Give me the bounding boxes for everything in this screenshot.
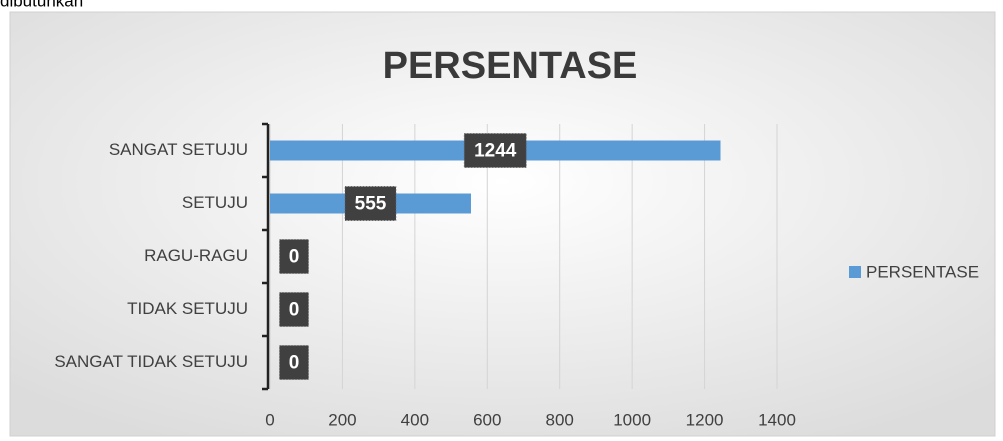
data-label: 0 (289, 353, 300, 374)
y-tick-label: SETUJU (182, 193, 248, 212)
page-text: dibutuhkan (0, 0, 83, 10)
x-tick-label: 400 (401, 410, 429, 429)
y-tick-label: SANGAT SETUJU (109, 140, 248, 159)
legend-swatch (849, 266, 861, 278)
x-tick-label: 0 (265, 410, 274, 429)
data-label-box (279, 292, 309, 327)
x-tick-label: 600 (473, 410, 501, 429)
x-tick-label: 800 (546, 410, 574, 429)
x-tick-label: 1000 (613, 410, 651, 429)
data-label-box (344, 186, 397, 221)
data-label: 0 (289, 300, 300, 321)
data-label-box (279, 239, 309, 274)
data-label: 0 (289, 247, 300, 268)
x-tick-label: 200 (328, 410, 356, 429)
chart-area (9, 11, 996, 437)
data-label-box (463, 133, 527, 168)
data-label: 555 (355, 194, 387, 215)
legend-label: PERSENTASE (866, 262, 979, 281)
data-label-box (279, 345, 309, 380)
y-tick-label: TIDAK SETUJU (127, 299, 248, 318)
chart-title: PERSENTASE (383, 45, 638, 87)
y-tick-label: RAGU-RAGU (144, 246, 248, 265)
data-label: 1244 (474, 141, 517, 162)
x-tick-label: 1200 (686, 410, 724, 429)
y-tick-label: SANGAT TIDAK SETUJU (54, 352, 248, 371)
x-tick-label: 1400 (758, 410, 796, 429)
